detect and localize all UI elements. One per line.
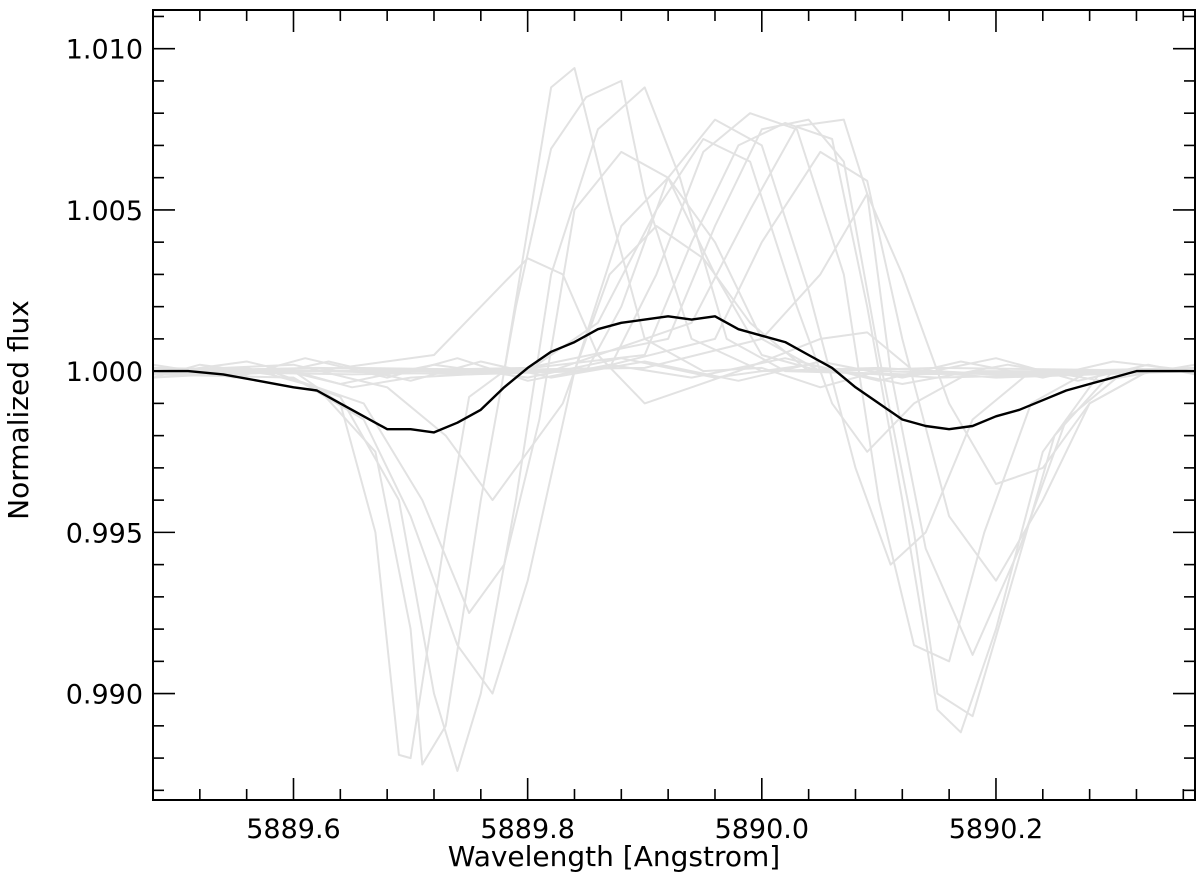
individual-spectrum-line-12 [153, 118, 1195, 718]
individual-spectrum-line-7 [153, 257, 1195, 405]
x-tick-label: 5889.8 [480, 814, 574, 845]
y-tick-label: 0.995 [66, 518, 143, 549]
y-tick-label: 1.005 [66, 196, 143, 227]
individual-spectrum-line-6 [153, 225, 1195, 502]
mean-spectrum-line [153, 315, 1195, 434]
y-tick-label: 0.990 [66, 680, 143, 711]
individual-spectrum-line-8 [153, 138, 1195, 453]
individual-spectrum-line-1 [153, 67, 1195, 760]
y-tick-label: 1.000 [66, 357, 143, 388]
individual-spectrum-line-11 [153, 121, 1195, 734]
individual-spectrum-line-15 [153, 192, 1195, 485]
axis-ticks [152, 10, 1195, 800]
plot-frame [152, 9, 1196, 801]
x-axis-label: Wavelength [Angstrom] [448, 840, 780, 873]
plot-area [153, 67, 1195, 772]
individual-spectrum-line-5 [153, 176, 1195, 695]
individual-spectrum-line-18 [153, 357, 1195, 385]
x-tick-label: 5890.2 [949, 814, 1043, 845]
x-tick-label: 5890.0 [715, 814, 809, 845]
individual-spectrum-line-17 [153, 357, 1195, 382]
individual-spectrum-line-9 [153, 118, 1195, 566]
y-tick-label: 1.010 [66, 35, 143, 66]
y-axis-label: Normalized flux [2, 300, 35, 520]
individual-spectrum-line-16 [153, 357, 1195, 382]
x-tick-label: 5889.6 [246, 814, 340, 845]
tick-labels: 5889.6 5889.8 5890.0 5890.2 0.990 0.995 1.000 1… [66, 35, 1044, 845]
